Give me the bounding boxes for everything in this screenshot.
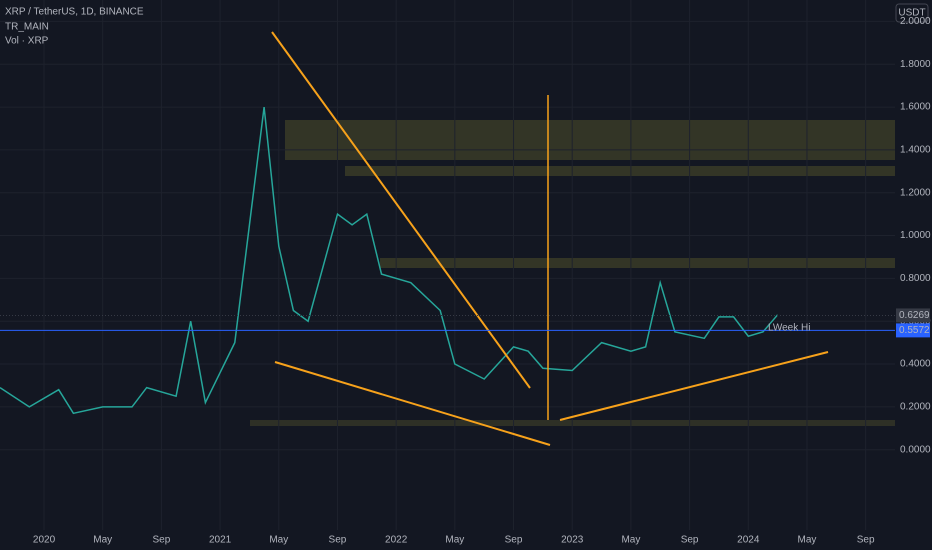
x-tick-label: May: [798, 535, 817, 546]
y-tick-label: 1.0000: [900, 230, 931, 241]
x-tick-label: 2021: [209, 535, 232, 546]
zone: [380, 258, 895, 268]
plot: [0, 0, 895, 530]
x-tick-label: 2022: [385, 535, 408, 546]
y-tick-label: 1.2000: [900, 187, 931, 198]
indicator: TR_MAIN: [5, 22, 49, 33]
y-tick-label: 0.2000: [900, 402, 931, 413]
x-tick-label: Sep: [505, 535, 523, 546]
price-line: [0, 107, 779, 415]
x-tick-label: Sep: [152, 535, 170, 546]
time-axis: [0, 530, 932, 550]
x-tick-label: 2024: [737, 535, 760, 546]
y-tick-label: 1.8000: [900, 59, 931, 70]
y-tick-label: 0.8000: [900, 273, 931, 284]
x-tick-label: Sep: [681, 535, 699, 546]
price-box: [896, 308, 930, 323]
y-tick-label: 0.0000: [900, 444, 931, 455]
x-tick-label: 2023: [561, 535, 584, 546]
zone: [285, 120, 895, 160]
y-tick-label: 2.0000: [900, 16, 931, 27]
y-tick-label: 0.4000: [900, 359, 931, 370]
price-box: [896, 323, 930, 338]
x-tick-label: Sep: [329, 535, 347, 546]
price-axis: [895, 0, 932, 550]
zone: [345, 166, 895, 176]
x-tick-label: 2020: [33, 535, 56, 546]
x-tick-label: May: [269, 535, 288, 546]
trendlines: [271, 31, 829, 446]
x-tick-label: Sep: [857, 535, 875, 546]
symbol: XRP / TetherUS, 1D, BINANCE: [5, 7, 144, 18]
x-tick-label: May: [445, 535, 464, 546]
price-label: 0.5572: [899, 325, 930, 336]
price-label: 0.6269: [899, 310, 930, 321]
volume-label: Vol · XRP: [5, 36, 49, 47]
x-tick-label: May: [621, 535, 640, 546]
y-tick-label: 1.4000: [900, 145, 931, 156]
annotation: LWeek Hi: [768, 323, 810, 334]
y-tick-label: 1.6000: [900, 102, 931, 113]
x-tick-label: May: [93, 535, 112, 546]
currency[interactable]: USDT: [898, 8, 925, 19]
currency-button[interactable]: [895, 3, 929, 23]
